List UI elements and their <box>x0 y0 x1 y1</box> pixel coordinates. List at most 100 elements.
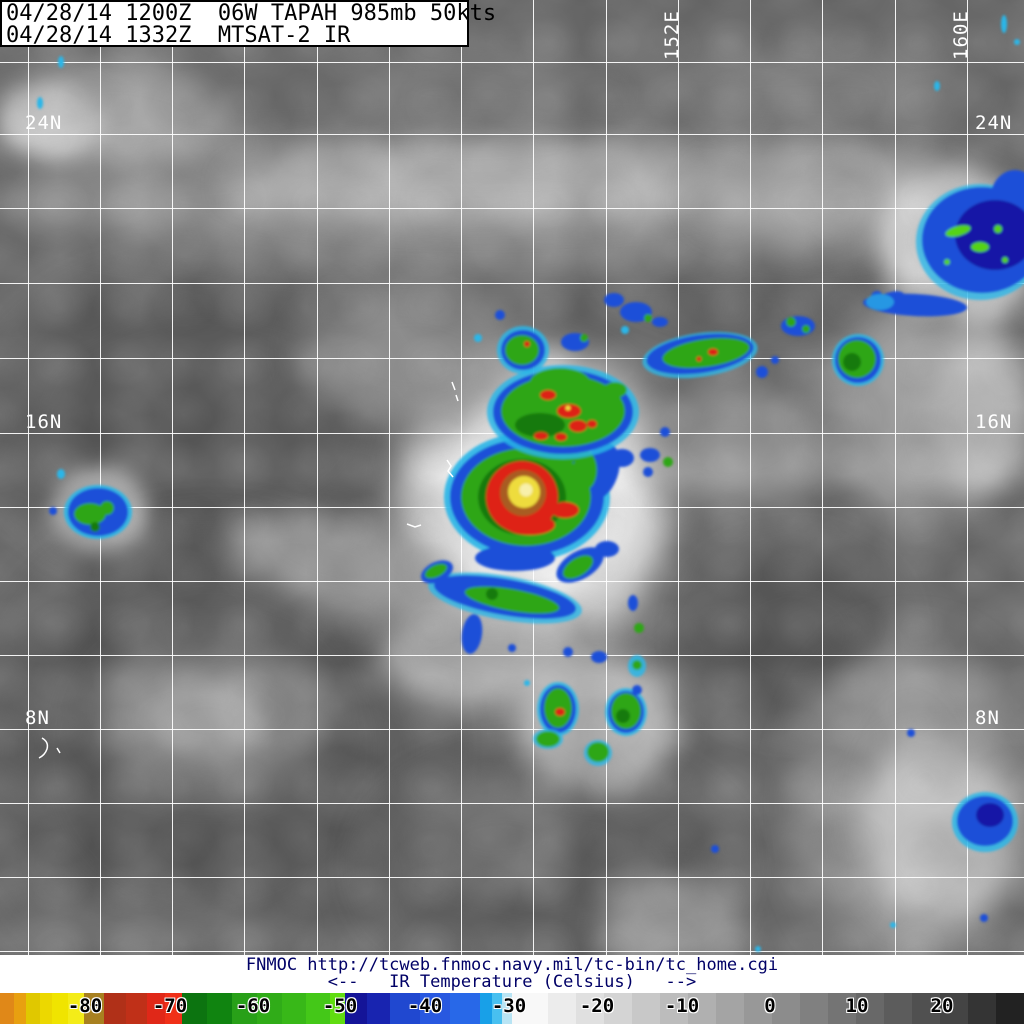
colorbar-segment <box>828 993 856 1024</box>
colorbar-segment <box>912 993 940 1024</box>
colorbar-segment <box>772 993 800 1024</box>
colorbar-tick-label: 0 <box>764 995 776 1017</box>
colorbar-segment <box>512 993 548 1024</box>
colorbar-segment <box>126 993 147 1024</box>
colorbar-segment <box>660 993 688 1024</box>
meridian-gridline <box>533 0 534 955</box>
colorbar-segment <box>257 993 282 1024</box>
meridian-gridline <box>967 0 968 955</box>
colorbar-tick-label: -50 <box>322 995 358 1017</box>
latitude-label-left: 24N <box>25 112 63 134</box>
colorbar-segment <box>40 993 52 1024</box>
meridian-gridline <box>606 0 607 955</box>
colorbar-tick-label: -80 <box>67 995 103 1017</box>
colorbar-tick-label: -30 <box>491 995 527 1017</box>
colorbar-tick-label: 20 <box>930 995 954 1017</box>
colorbar-segment <box>104 993 126 1024</box>
parallel-gridline <box>0 208 1024 209</box>
parallel-gridline <box>0 134 1024 135</box>
colorbar-tick-label: -40 <box>407 995 443 1017</box>
colorbar-segment <box>420 993 450 1024</box>
colorbar-segment <box>282 993 306 1024</box>
parallel-gridline <box>0 358 1024 359</box>
colorbar-segment <box>14 993 26 1024</box>
meridian-gridline <box>750 0 751 955</box>
meridian-gridline <box>678 0 679 955</box>
meridian-gridline <box>317 0 318 955</box>
meridian-gridline <box>389 0 390 955</box>
colorbar-segment <box>232 993 257 1024</box>
colorbar-segment <box>306 993 330 1024</box>
colorbar-segment <box>330 993 345 1024</box>
colorbar-segment <box>492 993 502 1024</box>
colorbar-segment <box>604 993 632 1024</box>
colorbar-segment <box>996 993 1024 1024</box>
storm-info-line: 04/28/14 1200Z 06W TAPAH 985mb 50kts <box>6 1 497 26</box>
latitude-label-right: 24N <box>975 112 1013 134</box>
longitude-label: 152E <box>661 10 683 60</box>
colorbar-tick-label: -70 <box>152 995 188 1017</box>
colorbar-tick-label: -20 <box>579 995 615 1017</box>
longitude-label: 160E <box>950 10 972 60</box>
colorbar-segment <box>182 993 207 1024</box>
latitude-label-right: 8N <box>975 707 1000 729</box>
header-annotation-box: 04/28/14 1200Z 06W TAPAH 985mb 50kts 04/… <box>0 0 497 48</box>
meridian-gridline <box>100 0 101 955</box>
colorbar-tick-label: 10 <box>845 995 869 1017</box>
parallel-gridline <box>0 62 1024 63</box>
colorbar-segment <box>26 993 40 1024</box>
ir-temperature-colorbar <box>0 993 1024 1024</box>
meridian-gridline <box>28 0 29 955</box>
parallel-gridline <box>0 951 1024 952</box>
colorbar-segment <box>0 993 14 1024</box>
colorbar-segment <box>165 993 182 1024</box>
colorbar-segment <box>716 993 744 1024</box>
meridian-gridline <box>461 0 462 955</box>
colorbar-segment <box>968 993 996 1024</box>
colorbar-segment <box>84 993 104 1024</box>
parallel-gridline <box>0 877 1024 878</box>
colorbar-segment <box>367 993 390 1024</box>
latitude-label-left: 16N <box>25 411 63 433</box>
parallel-gridline <box>0 655 1024 656</box>
colorbar-segment <box>940 993 968 1024</box>
parallel-gridline <box>0 283 1024 284</box>
colorbar-segment <box>345 993 367 1024</box>
colorbar-segment <box>856 993 884 1024</box>
colorbar-segment <box>390 993 420 1024</box>
meridian-gridline <box>172 0 173 955</box>
meridian-gridline <box>244 0 245 955</box>
fnmoc-credit-url: FNMOC http://tcweb.fnmoc.navy.mil/tc-bin… <box>245 955 779 975</box>
colorbar-segment <box>576 993 604 1024</box>
parallel-gridline <box>0 507 1024 508</box>
colorbar-segment <box>632 993 660 1024</box>
colorbar-segment <box>147 993 165 1024</box>
latitude-label-right: 16N <box>975 411 1013 433</box>
colorbar-segment <box>884 993 912 1024</box>
ir-scale-caption: <-- IR Temperature (Celsius) --> <box>327 972 697 992</box>
colorbar-segment <box>800 993 828 1024</box>
parallel-gridline <box>0 433 1024 434</box>
parallel-gridline <box>0 803 1024 804</box>
parallel-gridline <box>0 729 1024 730</box>
colorbar-segment <box>52 993 68 1024</box>
meridian-gridline <box>822 0 823 955</box>
parallel-gridline <box>0 581 1024 582</box>
colorbar-segment <box>450 993 480 1024</box>
colorbar-segment <box>502 993 512 1024</box>
colorbar-segment <box>68 993 84 1024</box>
footer-panel: FNMOC http://tcweb.fnmoc.navy.mil/tc-bin… <box>0 955 1024 1024</box>
colorbar-segment <box>744 993 772 1024</box>
latitude-label-left: 8N <box>25 707 50 729</box>
colorbar-tick-label: -60 <box>235 995 271 1017</box>
colorbar-segment <box>207 993 232 1024</box>
ir-colorbar-tick-labels: -80 -70 -60 -50 -40 -30 -20 -10 0 10 20 <box>0 995 1024 1021</box>
colorbar-segment <box>480 993 492 1024</box>
colorbar-segment <box>688 993 716 1024</box>
sensor-info-line: 04/28/14 1332Z MTSAT-2 IR <box>6 23 351 48</box>
meridian-gridline <box>895 0 896 955</box>
colorbar-segment <box>548 993 576 1024</box>
colorbar-tick-label: -10 <box>664 995 700 1017</box>
